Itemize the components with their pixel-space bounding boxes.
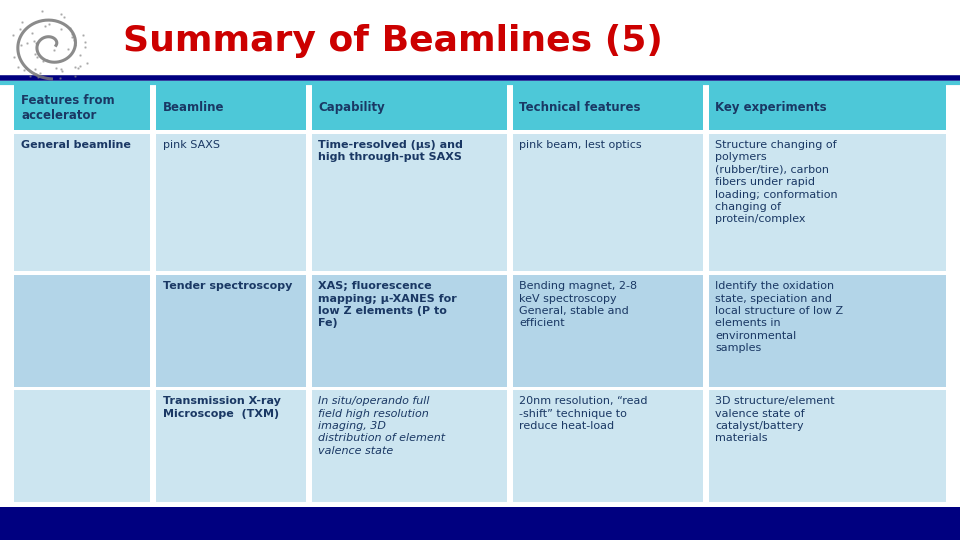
FancyBboxPatch shape	[14, 85, 150, 130]
FancyBboxPatch shape	[312, 85, 507, 130]
Text: Time-resolved (μs) and
high through-put SAXS: Time-resolved (μs) and high through-put …	[319, 140, 464, 163]
FancyBboxPatch shape	[14, 390, 150, 502]
Text: Technical features: Technical features	[519, 102, 640, 114]
Text: Beamline: Beamline	[162, 102, 224, 114]
Text: pink SAXS: pink SAXS	[162, 140, 220, 150]
FancyBboxPatch shape	[156, 275, 306, 387]
Text: Capability: Capability	[319, 102, 385, 114]
FancyBboxPatch shape	[513, 133, 703, 272]
FancyBboxPatch shape	[513, 275, 703, 387]
FancyBboxPatch shape	[156, 85, 306, 130]
Text: Tender spectroscopy: Tender spectroscopy	[162, 281, 292, 291]
Text: Identify the oxidation
state, speciation and
local structure of low Z
elements i: Identify the oxidation state, speciation…	[715, 281, 844, 353]
FancyBboxPatch shape	[156, 390, 306, 502]
Text: Structure changing of
polymers
(rubber/tire), carbon
fibers under rapid
loading;: Structure changing of polymers (rubber/t…	[715, 140, 838, 225]
FancyBboxPatch shape	[312, 275, 507, 387]
Text: pink beam, lest optics: pink beam, lest optics	[519, 140, 642, 150]
FancyBboxPatch shape	[0, 507, 960, 540]
Text: In situ/operando full
field high resolution
imaging, 3D
distribution of element
: In situ/operando full field high resolut…	[319, 396, 445, 456]
FancyBboxPatch shape	[14, 133, 150, 272]
Text: Features from
accelerator: Features from accelerator	[21, 93, 115, 122]
Text: Summary of Beamlines (5): Summary of Beamlines (5)	[123, 24, 662, 57]
FancyBboxPatch shape	[708, 85, 946, 130]
FancyBboxPatch shape	[156, 133, 306, 272]
Text: 20nm resolution, “read
-shift” technique to
reduce heat-load: 20nm resolution, “read -shift” technique…	[519, 396, 648, 431]
FancyBboxPatch shape	[708, 133, 946, 272]
FancyBboxPatch shape	[513, 390, 703, 502]
FancyBboxPatch shape	[312, 390, 507, 502]
Text: Transmission X-ray
Microscope  (TXM): Transmission X-ray Microscope (TXM)	[162, 396, 280, 419]
Text: Key experiments: Key experiments	[715, 102, 827, 114]
Text: General beamline: General beamline	[21, 140, 131, 150]
Text: XAS; fluorescence
mapping; μ-XANES for
low Z elements (P to
Fe): XAS; fluorescence mapping; μ-XANES for l…	[319, 281, 457, 328]
FancyBboxPatch shape	[312, 133, 507, 272]
FancyBboxPatch shape	[708, 275, 946, 387]
FancyBboxPatch shape	[708, 390, 946, 502]
Text: Bending magnet, 2-8
keV spectroscopy
General, stable and
efficient: Bending magnet, 2-8 keV spectroscopy Gen…	[519, 281, 637, 328]
Text: 3D structure/element
valence state of
catalyst/battery
materials: 3D structure/element valence state of ca…	[715, 396, 835, 443]
FancyBboxPatch shape	[14, 275, 150, 387]
FancyBboxPatch shape	[513, 85, 703, 130]
